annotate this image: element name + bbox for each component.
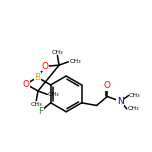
Text: CH₃: CH₃ [48, 92, 60, 97]
Text: F: F [38, 107, 43, 116]
Text: O: O [104, 81, 111, 90]
Text: O: O [22, 79, 29, 89]
Text: O: O [42, 62, 49, 71]
Text: B: B [35, 73, 41, 82]
Text: CH₃: CH₃ [69, 59, 81, 64]
Text: CH₃: CH₃ [129, 93, 141, 98]
Text: CH₃: CH₃ [30, 102, 42, 107]
Text: N: N [117, 97, 124, 106]
Text: CH₃: CH₃ [127, 106, 139, 111]
Text: CH₃: CH₃ [52, 50, 63, 55]
